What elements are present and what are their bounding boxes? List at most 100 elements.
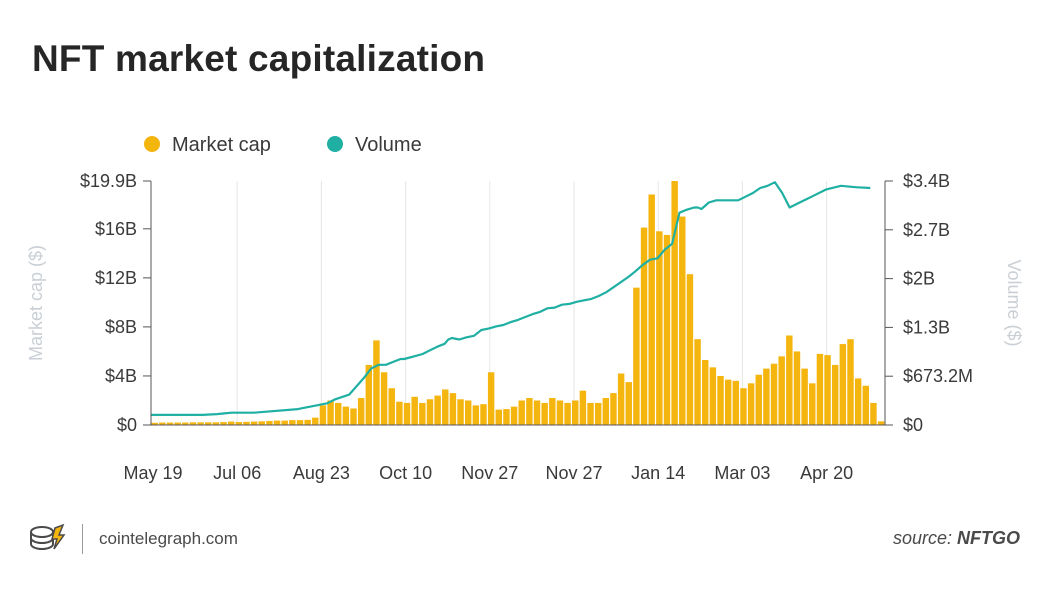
y2-tick-label: $2.7B bbox=[903, 220, 950, 240]
market-cap-bar bbox=[610, 393, 617, 425]
market-cap-bar bbox=[640, 227, 648, 425]
cointelegraph-logo-icon bbox=[30, 523, 66, 550]
footer-separator bbox=[82, 524, 83, 554]
source-label: source: bbox=[892, 528, 952, 548]
x-tick-label: Nov 27 bbox=[545, 463, 602, 483]
y-tick-label: $16B bbox=[95, 219, 137, 239]
legend: Market cap Volume bbox=[144, 134, 422, 156]
market-cap-bar bbox=[205, 422, 212, 425]
market-cap-bar bbox=[656, 231, 663, 425]
y-axis-title: Market cap ($) bbox=[26, 245, 46, 361]
market-cap-bar bbox=[281, 420, 288, 425]
x-tick-label: Mar 03 bbox=[714, 463, 770, 483]
market-cap-bar bbox=[388, 388, 395, 425]
market-cap-bar bbox=[403, 402, 411, 425]
market-cap-bar bbox=[258, 421, 265, 425]
y2-axis-title: Volume ($) bbox=[1004, 259, 1024, 346]
legend-label: Volume bbox=[355, 134, 422, 156]
y-tick-label: $0 bbox=[117, 415, 137, 435]
market-cap-bar bbox=[870, 402, 877, 425]
market-cap-bar bbox=[235, 422, 243, 425]
market-cap-bar bbox=[694, 339, 701, 425]
x-tick-label: May 19 bbox=[123, 463, 182, 483]
market-cap-bar bbox=[396, 401, 403, 425]
market-cap-bar bbox=[786, 335, 793, 425]
y-tick-label: $19.9B bbox=[80, 171, 137, 191]
market-cap-bar bbox=[480, 404, 487, 425]
market-cap-bar bbox=[564, 402, 571, 425]
market-cap-bar bbox=[304, 419, 311, 425]
market-cap-bar bbox=[724, 379, 732, 425]
y-tick-label: $12B bbox=[95, 268, 137, 288]
market-cap-bar bbox=[877, 421, 885, 425]
market-cap-bar bbox=[250, 421, 258, 425]
market-cap-bar bbox=[526, 398, 533, 425]
market-cap-bar bbox=[373, 340, 380, 425]
market-cap-bar bbox=[189, 422, 197, 425]
chart: May 19 Jul 06 Aug 23 Oct 10 Nov 27 Nov 27 Jan … bbox=[26, 134, 1024, 483]
axes: May 19 Jul 06 Aug 23 Oct 10 Nov 27 Nov 27 Jan … bbox=[26, 171, 1024, 483]
market-cap-bar bbox=[495, 409, 503, 425]
footer: cointelegraph.com bbox=[28, 521, 238, 557]
market-cap-bar bbox=[770, 363, 778, 425]
market-cap-bar bbox=[449, 393, 457, 425]
market-cap-bar bbox=[732, 380, 740, 425]
y-tick-label: $4B bbox=[105, 366, 137, 386]
market-cap-bar bbox=[426, 399, 434, 425]
market-cap-bar bbox=[579, 390, 587, 425]
market-cap-bar bbox=[510, 406, 518, 425]
market-cap-bar bbox=[411, 396, 418, 425]
market-cap-bar bbox=[159, 422, 166, 425]
market-cap-bars bbox=[151, 181, 885, 425]
market-cap-bar bbox=[212, 422, 220, 425]
market-cap-bar bbox=[648, 194, 655, 425]
market-cap-bar bbox=[625, 382, 632, 425]
market-cap-bar bbox=[602, 398, 610, 425]
market-cap-bar bbox=[847, 339, 854, 425]
site-name[interactable]: cointelegraph.com bbox=[99, 529, 238, 548]
volume-line bbox=[151, 181, 871, 416]
market-cap-bar bbox=[518, 400, 525, 425]
market-cap-bar bbox=[243, 421, 250, 425]
market-cap-bar bbox=[709, 367, 717, 425]
y2-tick-label: $1.3B bbox=[903, 317, 950, 337]
market-cap-bar bbox=[702, 360, 709, 425]
market-cap-bar bbox=[778, 356, 785, 425]
market-cap-bar bbox=[457, 399, 464, 425]
legend-marker bbox=[144, 136, 160, 152]
market-cap-bar bbox=[663, 234, 671, 425]
market-cap-bar bbox=[312, 417, 319, 425]
market-cap-bar bbox=[686, 274, 694, 425]
y2-tick-label: $2B bbox=[903, 269, 935, 289]
market-cap-bar bbox=[747, 383, 755, 425]
y2-tick-label: $3.4B bbox=[903, 171, 950, 191]
market-cap-bar bbox=[503, 409, 510, 425]
x-tick-label: Apr 20 bbox=[800, 463, 853, 483]
source-credit: source: NFTGO bbox=[893, 528, 1020, 549]
market-cap-bar bbox=[809, 383, 816, 425]
market-cap-bar bbox=[442, 389, 449, 425]
market-cap-bar bbox=[487, 372, 495, 425]
market-cap-bar bbox=[365, 364, 373, 425]
volume-line-group bbox=[151, 181, 871, 416]
market-cap-bar bbox=[839, 344, 847, 425]
market-cap-bar bbox=[182, 422, 189, 425]
market-cap-bar bbox=[350, 408, 357, 425]
market-cap-bar bbox=[419, 402, 426, 425]
market-cap-bar bbox=[679, 216, 686, 425]
market-cap-bar bbox=[296, 420, 304, 425]
market-cap-bar bbox=[671, 181, 678, 425]
market-cap-bar bbox=[342, 406, 350, 425]
market-cap-bar bbox=[380, 372, 388, 425]
market-cap-bar bbox=[594, 402, 602, 425]
market-cap-bar bbox=[289, 420, 296, 425]
market-cap-bar bbox=[793, 351, 801, 425]
market-cap-bar bbox=[266, 420, 273, 425]
market-cap-bar bbox=[327, 400, 334, 425]
market-cap-bar bbox=[541, 402, 548, 425]
market-cap-bar bbox=[357, 398, 365, 425]
legend-label: Market cap bbox=[172, 134, 271, 156]
market-cap-bar bbox=[319, 405, 327, 425]
market-cap-bar bbox=[335, 402, 342, 425]
market-cap-bar bbox=[740, 388, 747, 425]
